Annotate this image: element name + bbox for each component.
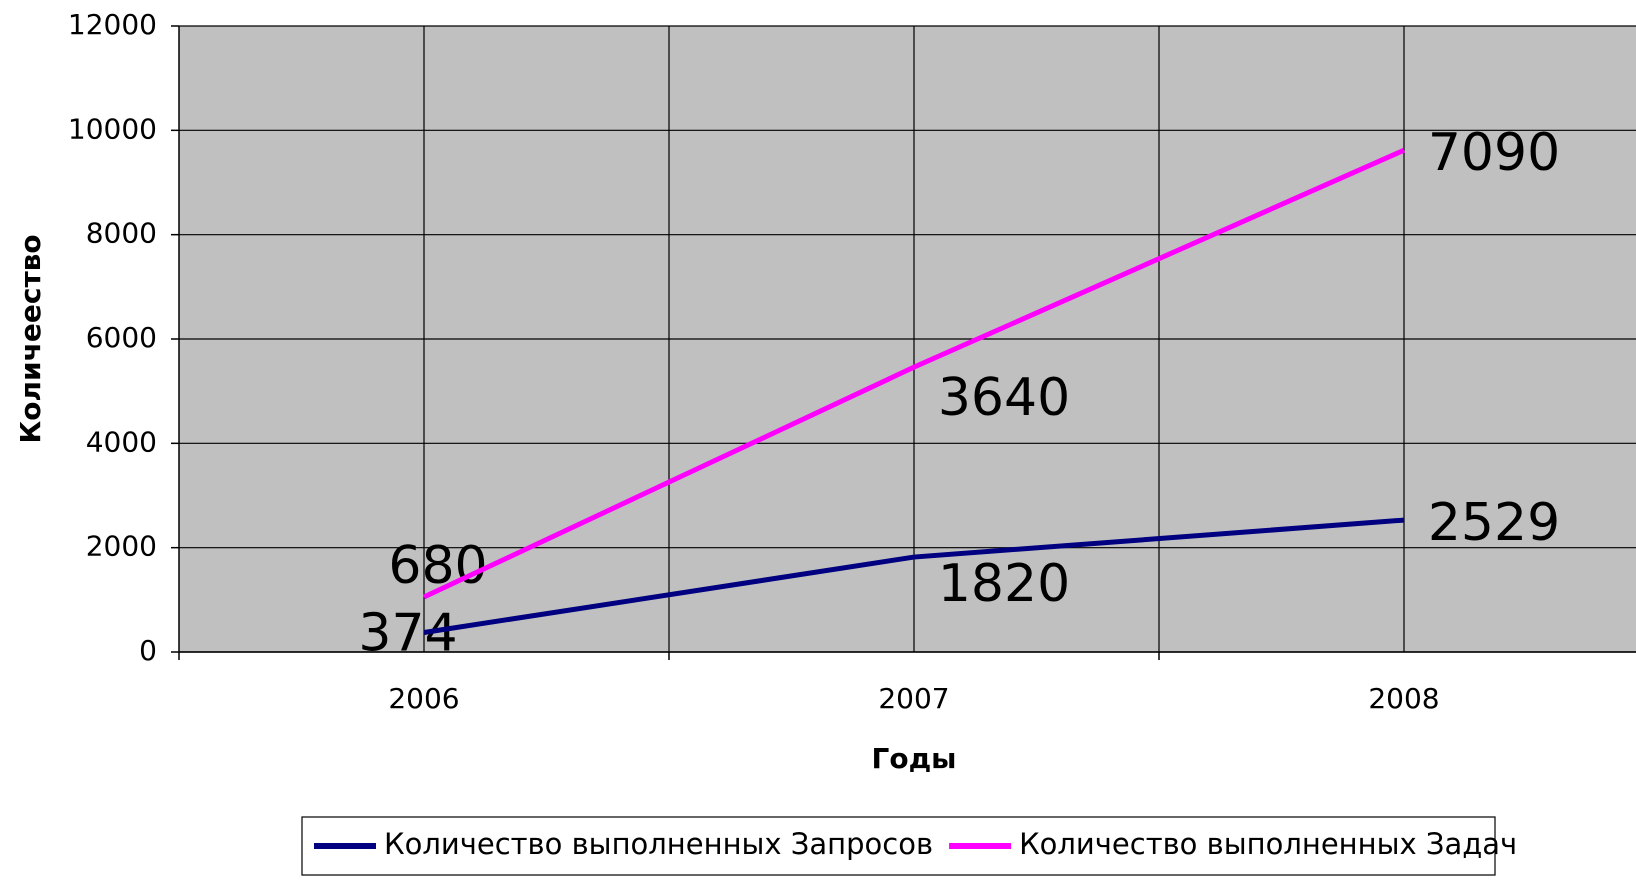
data-label: 2529 — [1428, 493, 1560, 553]
data-label: 7090 — [1428, 123, 1560, 183]
data-label: 3640 — [938, 368, 1070, 428]
y-tick-label: 12000 — [68, 8, 157, 41]
legend-label: Количество выполненных Запросов — [384, 827, 933, 861]
x-tick-label: 2007 — [878, 682, 949, 715]
legend-box — [301, 816, 1496, 876]
legend-label: Количество выполненных Задач — [1019, 827, 1517, 861]
x-tick-label: 2008 — [1368, 682, 1439, 715]
y-tick-label: 2000 — [86, 530, 157, 563]
x-tick-label: 2006 — [388, 682, 459, 715]
y-tick-label: 0 — [139, 634, 157, 667]
series-line — [422, 147, 1406, 600]
legend: Количество выполненных Запросов Количеств… — [301, 816, 1517, 876]
data-label: 1820 — [938, 554, 1070, 614]
y-tick-label: 4000 — [86, 425, 157, 458]
x-axis-title: Годы — [871, 742, 956, 775]
data-label: 680 — [388, 536, 487, 596]
y-tick-label: 8000 — [86, 217, 157, 250]
y-tick-label: 10000 — [68, 112, 157, 145]
y-tick-label: 6000 — [86, 321, 157, 354]
series-line — [423, 517, 1405, 635]
data-label: 374 — [358, 603, 457, 663]
y-axis-title: Количеество — [14, 234, 47, 443]
